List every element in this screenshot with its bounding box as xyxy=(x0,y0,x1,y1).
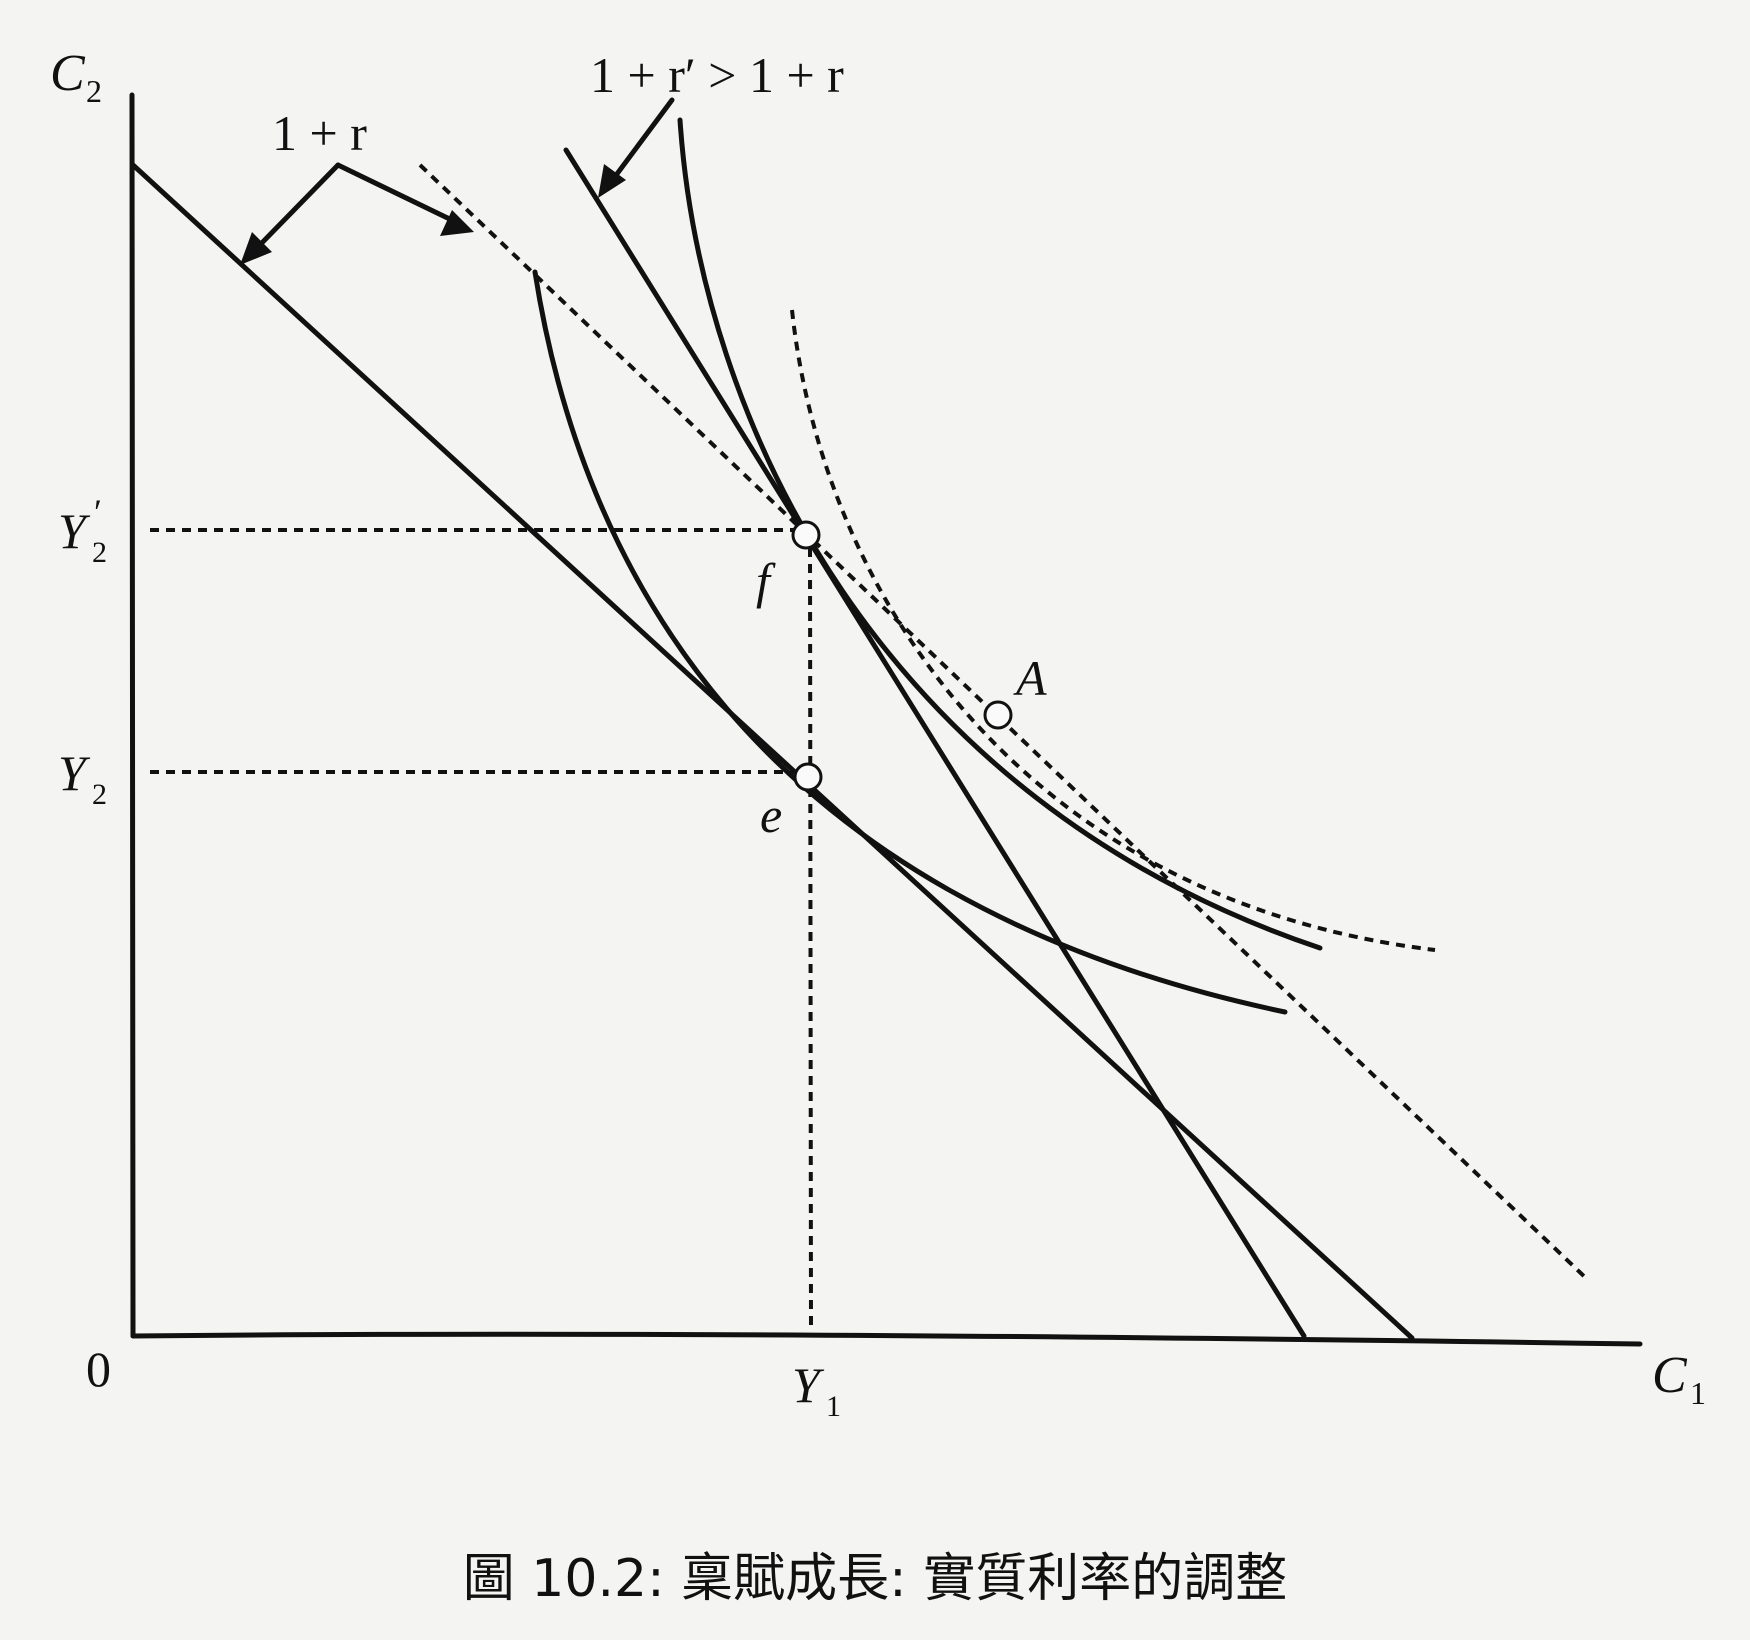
tick-y1: Y xyxy=(792,1357,825,1413)
rate-label: 1 + r xyxy=(272,105,367,161)
label-f: f xyxy=(756,553,776,609)
figure-caption: 圖 10.2: 稟賦成長: 實質利率的調整 xyxy=(463,1549,1287,1609)
rate-arrow-left-shaft xyxy=(247,162,341,258)
indifference-curve-f xyxy=(677,117,1323,951)
tick-y2-prime: Y xyxy=(58,503,91,559)
x-axis-label: C xyxy=(1652,1347,1688,1404)
y-axis xyxy=(129,92,136,1339)
rate-arrow-right-shaft xyxy=(335,162,465,228)
budget-line-r xyxy=(130,162,1415,1341)
point-a xyxy=(983,700,1013,730)
indifference-curve-A xyxy=(790,309,1436,952)
budget-line-r-prime xyxy=(563,147,1307,1339)
tick-y2-prime-sub: 2 xyxy=(92,536,107,569)
x-axis xyxy=(130,1331,1643,1347)
indifference-curve-e xyxy=(532,269,1288,1015)
point-e xyxy=(793,762,823,792)
rate-arrow-left-head xyxy=(240,232,272,265)
x-axis-label-sub: 1 xyxy=(1690,1375,1706,1411)
y-axis-label-sub: 2 xyxy=(86,73,102,109)
rate-prime-arrow-shaft xyxy=(605,97,675,189)
rate-arrow-right-head xyxy=(440,210,474,236)
rate-prime-arrow-head xyxy=(598,164,626,198)
tick-y2-prime-mark: ′ xyxy=(94,492,102,532)
tick-y2-sub: 2 xyxy=(92,778,107,811)
rate-prime-label: 1 + r′ > 1 + r xyxy=(590,47,844,103)
label-a: A xyxy=(1013,650,1047,706)
origin-label: 0 xyxy=(86,1341,111,1397)
y-axis-label: C xyxy=(50,45,86,102)
tick-y2: Y xyxy=(58,745,91,801)
guide-y1 xyxy=(808,547,813,1333)
label-e: e xyxy=(760,787,782,843)
tick-y1-sub: 1 xyxy=(826,1390,841,1423)
point-f xyxy=(791,520,821,550)
